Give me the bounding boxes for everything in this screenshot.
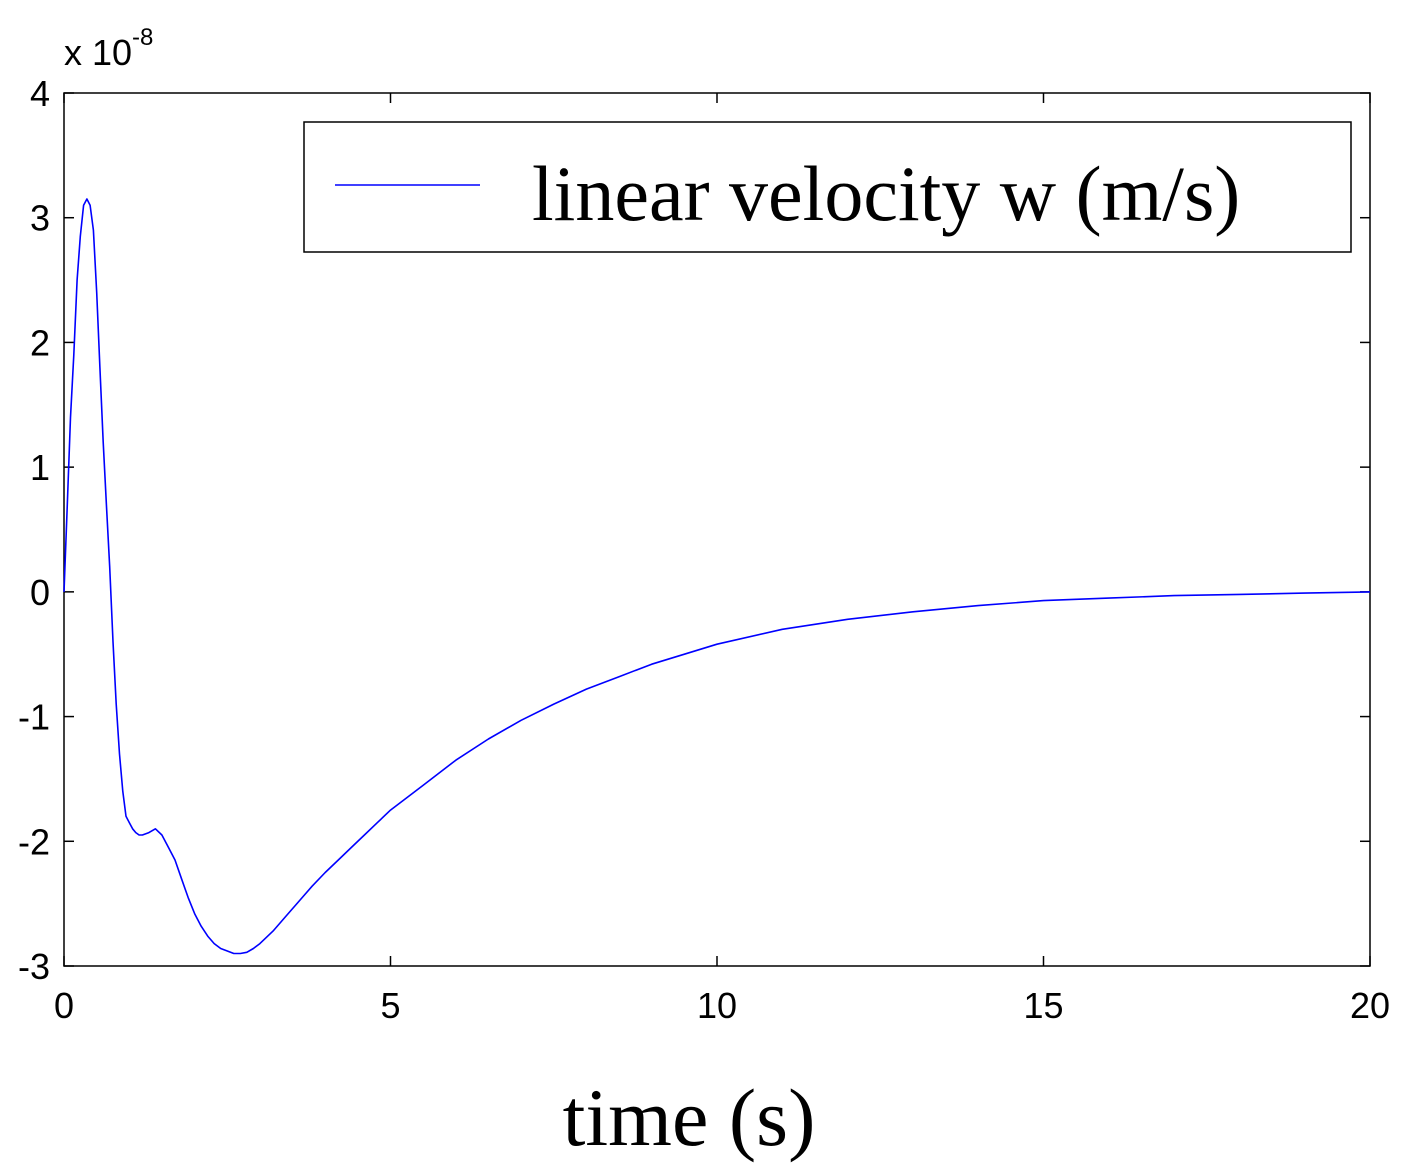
x-axis-ticks: 0 5 10 15 20 [54, 93, 1390, 1026]
y-tick-label: 1 [30, 447, 50, 488]
y-tick-label: 4 [30, 73, 50, 114]
legend-label: linear velocity w (m/s) [532, 150, 1240, 237]
legend: linear velocity w (m/s) [303, 121, 1352, 253]
legend-box [303, 121, 1352, 253]
y-scale-label: x 10-8 [64, 24, 153, 73]
x-tick-label: 15 [1023, 985, 1063, 1026]
y-tick-label: -3 [18, 946, 50, 987]
y-tick-label: 0 [30, 572, 50, 613]
x-axis-label: time (s) [563, 1072, 816, 1163]
y-tick-label: -2 [18, 821, 50, 862]
y-tick-label: 2 [30, 322, 50, 363]
x-tick-label: 10 [697, 985, 737, 1026]
x-tick-label: 0 [54, 985, 74, 1026]
x-tick-label: 20 [1350, 985, 1390, 1026]
series-line [63, 198, 1371, 955]
x-tick-label: 5 [380, 985, 400, 1026]
y-tick-label: -1 [18, 697, 50, 738]
y-tick-label: 3 [30, 198, 50, 239]
y-axis-ticks: 4 3 2 1 0 -1 -2 -3 [18, 73, 1370, 987]
